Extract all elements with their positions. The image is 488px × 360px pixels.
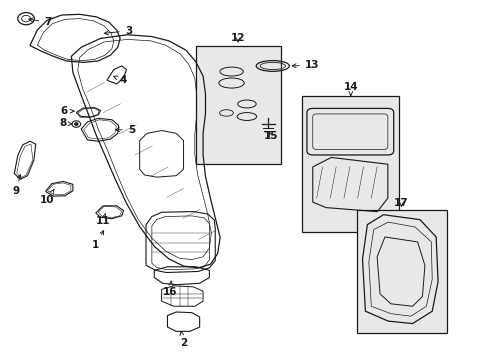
Text: 4: 4 bbox=[114, 75, 127, 85]
Bar bbox=[356, 210, 446, 333]
Text: 8: 8 bbox=[60, 118, 72, 128]
Bar bbox=[302, 96, 398, 232]
Text: 1: 1 bbox=[92, 231, 103, 249]
Text: 14: 14 bbox=[343, 82, 357, 96]
Text: 13: 13 bbox=[291, 60, 318, 70]
Text: 9: 9 bbox=[13, 175, 21, 197]
Text: 5: 5 bbox=[116, 125, 135, 135]
Text: 6: 6 bbox=[61, 106, 74, 116]
Text: 16: 16 bbox=[163, 281, 177, 297]
Text: 3: 3 bbox=[104, 26, 132, 36]
Text: 11: 11 bbox=[96, 213, 110, 226]
Circle shape bbox=[74, 123, 78, 126]
Text: 7: 7 bbox=[29, 17, 52, 27]
Bar bbox=[195, 45, 281, 164]
Text: 12: 12 bbox=[230, 33, 245, 43]
Text: 17: 17 bbox=[393, 198, 408, 208]
Text: 2: 2 bbox=[180, 332, 187, 348]
Text: 10: 10 bbox=[40, 189, 54, 205]
Text: 15: 15 bbox=[264, 131, 278, 141]
